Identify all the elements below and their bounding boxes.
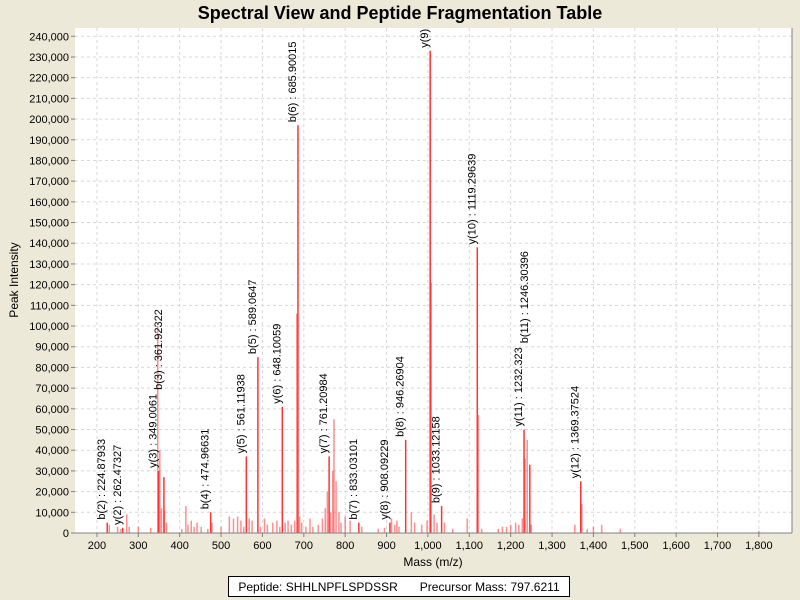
x-tick-label: 1,700 xyxy=(704,540,732,552)
y-axis-label: Peak Intensity xyxy=(7,242,21,317)
y-tick-label: 150,000 xyxy=(29,218,69,230)
x-tick-label: 1,400 xyxy=(580,540,608,552)
x-tick-label: 200 xyxy=(88,540,106,552)
peak-label: y(11) : 1232.323 xyxy=(513,347,525,426)
legend-box: Peptide: SHHLNPFLSPDSSR Precursor Mass: … xyxy=(228,576,570,597)
peak-labels: b(2) : 224.87933 y(2) : 262.47327 y(3) : 3… xyxy=(96,23,582,525)
y-tick-label: 20,000 xyxy=(35,487,69,499)
x-tick-label: 1,300 xyxy=(538,540,566,552)
peptide-label: Peptide: SHHLNPFLSPDSSR xyxy=(238,579,398,594)
y-tick-label: 240,000 xyxy=(29,31,69,43)
plot-area xyxy=(75,28,792,533)
x-tick-label: 800 xyxy=(336,540,354,552)
x-tick-label: 400 xyxy=(170,540,188,552)
y-tick-label: 120,000 xyxy=(29,280,69,292)
peak-label: y(2) : 262.47327 xyxy=(112,445,124,525)
y-tick-label: 100,000 xyxy=(29,321,69,333)
y-tick-label: 80,000 xyxy=(35,362,69,374)
x-tick-label: 1,600 xyxy=(662,540,690,552)
peak-label: y(10) : 1119.29639 xyxy=(466,154,478,245)
peak-label: b(11) : 1246.30396 xyxy=(519,251,531,343)
y-tick-label: 230,000 xyxy=(29,52,69,64)
peaks xyxy=(106,50,760,533)
peak-label: b(9) : 1033.12158 xyxy=(431,416,443,503)
peak-label: y(7) : 761.20984 xyxy=(318,373,330,453)
y-tick-label: 40,000 xyxy=(35,445,69,457)
peak-label: b(7) : 833.03101 xyxy=(348,439,360,520)
x-tick-label: 1,100 xyxy=(456,540,484,552)
peak-label: b(6) : 685.90015 xyxy=(287,42,299,123)
y-tick-label: 10,000 xyxy=(35,507,69,519)
peak-label: y(9) : xyxy=(419,23,431,48)
x-tick-label: 700 xyxy=(295,540,313,552)
x-tick-label: 900 xyxy=(377,540,395,552)
peak-label: y(3) : 349.0061 xyxy=(148,394,160,468)
chart-title: Spectral View and Peptide Fragmentation … xyxy=(197,3,603,23)
peak-label: y(5) : 561.11938 xyxy=(235,374,247,453)
y-tick-label: 140,000 xyxy=(29,238,69,250)
x-tick-label: 1,000 xyxy=(414,540,442,552)
x-tick-label: 1,200 xyxy=(497,540,525,552)
y-tick-label: 190,000 xyxy=(29,135,69,147)
y-ticks: 0 10,000 20,000 30,000 40,000 50,000 60,000 70,… xyxy=(29,31,75,540)
peak-label: y(12) : 1369.37524 xyxy=(570,386,582,478)
peak-label: b(3) : 361.92322 xyxy=(153,309,165,390)
x-tick-label: 300 xyxy=(129,540,147,552)
y-tick-label: 0 xyxy=(63,528,69,540)
y-tick-label: 30,000 xyxy=(35,466,69,478)
y-tick-label: 130,000 xyxy=(29,259,69,271)
peak-label: b(8) : 946.26904 xyxy=(395,356,407,437)
x-tick-label: 1,500 xyxy=(621,540,649,552)
x-axis-label: Mass (m/z) xyxy=(403,555,462,569)
y-tick-label: 90,000 xyxy=(35,342,69,354)
y-tick-label: 70,000 xyxy=(35,383,69,395)
precursor-mass-label: Precursor Mass: 797.6211 xyxy=(419,579,560,594)
x-tick-label: 1,800 xyxy=(745,540,773,552)
y-tick-label: 60,000 xyxy=(35,404,69,416)
y-tick-label: 160,000 xyxy=(29,197,69,209)
y-tick-label: 50,000 xyxy=(35,425,69,437)
x-tick-label: 500 xyxy=(212,540,230,552)
y-tick-label: 220,000 xyxy=(29,73,69,85)
peak-label: y(6) : 648.10059 xyxy=(271,324,283,404)
x-tick-label: 600 xyxy=(253,540,271,552)
y-tick-label: 170,000 xyxy=(29,176,69,188)
peak-label: y(8) : 908.09229 xyxy=(379,440,391,520)
peak-label: b(2) : 224.87933 xyxy=(96,439,108,520)
x-ticks: 200 300 400 500 600 700 800 900 1,000 1,100 1,200 1… xyxy=(88,533,773,552)
y-tick-label: 210,000 xyxy=(29,93,69,105)
y-tick-label: 200,000 xyxy=(29,114,69,126)
grid xyxy=(75,28,792,534)
peak-label: b(4) : 474.96631 xyxy=(200,429,212,510)
y-tick-label: 110,000 xyxy=(30,300,69,312)
peak-label: b(5) : 589.0647 xyxy=(247,279,259,354)
y-tick-label: 180,000 xyxy=(29,155,69,167)
